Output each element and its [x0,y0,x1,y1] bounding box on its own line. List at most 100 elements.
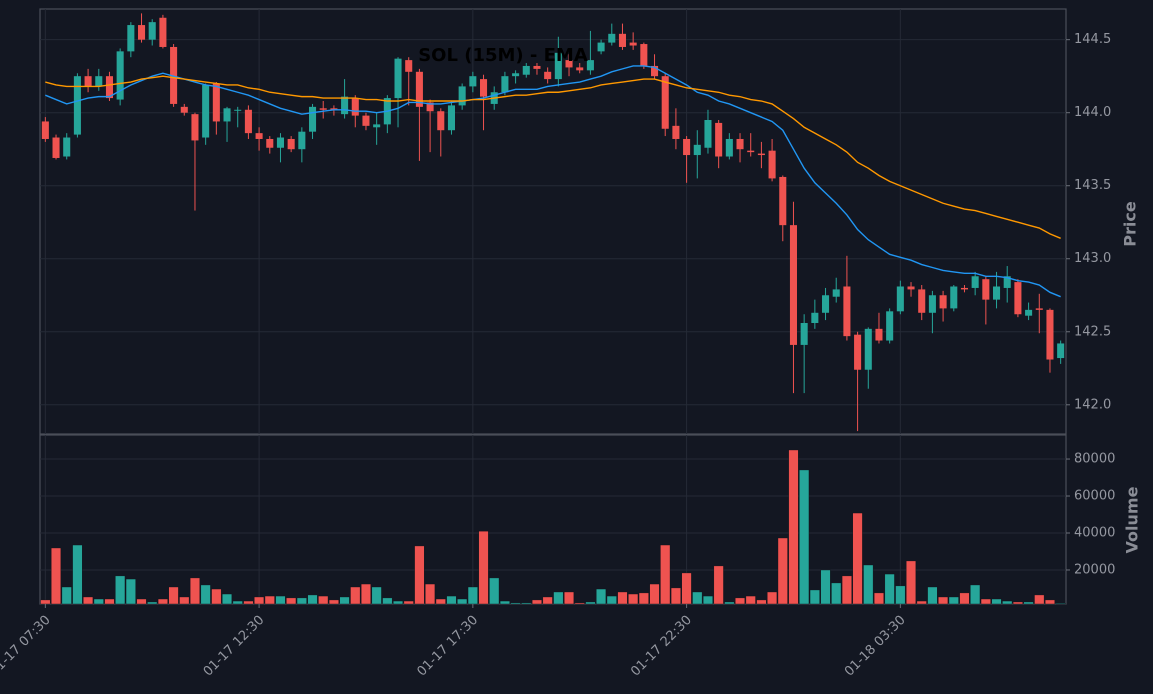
volume-bar [125,578,136,605]
volume-bar [414,545,425,605]
volume-bar [510,602,521,605]
candle-body [116,51,124,100]
candle-body [725,138,733,157]
candle-body [576,67,584,71]
y-tick-label: 60000 [1074,489,1115,504]
y-tick-label: 144.0 [1074,105,1111,120]
y-axis-label: Price [1121,201,1140,247]
candle-body [950,286,958,309]
volume-bar [360,583,371,605]
candle-body [469,76,477,87]
volume-bar [350,586,361,605]
volume-bar [467,586,478,605]
candle-body [629,42,637,46]
candle-body [437,111,445,131]
volume-bar [852,512,863,605]
volume-bar [1002,600,1013,605]
candle-body [1014,282,1022,315]
candle-body [522,65,530,75]
candle-body [501,76,509,93]
candle-body [351,98,359,116]
volume-bar [93,598,104,605]
candle-body [341,96,349,115]
candle-body [405,60,413,72]
candle-body [287,138,295,150]
volume-bar [393,600,404,605]
candle-body [928,295,936,313]
candle-body [73,76,81,135]
candle-body [244,109,252,134]
candle-body [373,124,381,128]
candle-body [843,286,851,337]
volume-bar [1012,601,1023,605]
volume-bar [788,449,799,605]
volume-bar [745,595,756,605]
volume-bar [596,588,607,605]
volume-bar [809,589,820,605]
candle-body [800,323,808,345]
y-tick-label: 142.0 [1074,397,1111,412]
candle-body [480,79,488,97]
volume-bar [531,599,542,605]
candle-body [993,286,1001,300]
candle-body [693,144,701,156]
candle-body [757,153,765,156]
volume-bar [457,598,468,605]
candle-body [554,52,562,80]
volume-bar [339,596,350,605]
candle-body [127,25,135,52]
volume-bar [425,583,436,605]
candles [41,13,1065,432]
volume-bar [72,544,83,605]
candle-body [533,65,541,69]
y-axis-label: Volume [1123,486,1142,553]
volume-bar [692,591,703,605]
volume-bar [211,588,222,605]
volume-bar [638,592,649,605]
candle-body [138,25,146,40]
candle-body [1046,309,1054,360]
volume-bar [51,547,62,605]
candle-body [1003,276,1011,288]
candle-body [683,138,691,156]
volume-bar [660,544,671,605]
volume-bar [906,560,917,605]
candle-body [415,71,423,107]
candle-body [811,312,819,324]
candle-body [586,60,594,71]
volume-bar [489,577,500,605]
candle-body [822,295,830,313]
candle-body [512,73,520,77]
candle-body [202,84,210,138]
volume-bar [179,596,190,605]
candle-body [982,279,990,300]
candle-body [394,58,402,99]
volume-bar [681,572,692,605]
volume-bar [585,601,596,605]
candle-body [266,138,274,148]
candle-body [1057,343,1065,359]
candle-body [661,76,669,129]
panel [39,8,1067,435]
volume-bar [628,593,639,605]
volume-bar [980,598,991,605]
volume-bar [115,575,126,605]
candle-body [960,287,968,290]
chart-title: SOL (15M) - EMA [418,45,588,66]
volume-bar [948,596,959,605]
volume-bar [542,596,553,605]
y-tick-label: 143.5 [1074,178,1111,193]
volume-bar [574,602,585,605]
y-tick-label: 80000 [1074,452,1115,467]
volume-bar [1034,594,1045,605]
volume-bar [1044,599,1055,605]
volume-bar [168,586,179,605]
volume-bar [777,537,788,605]
volume-bar [756,599,767,605]
volume-bar [553,591,564,605]
candle-body [1025,309,1033,316]
volume-bar [938,596,949,605]
volume-bar [307,594,318,605]
candle-body [715,122,723,157]
